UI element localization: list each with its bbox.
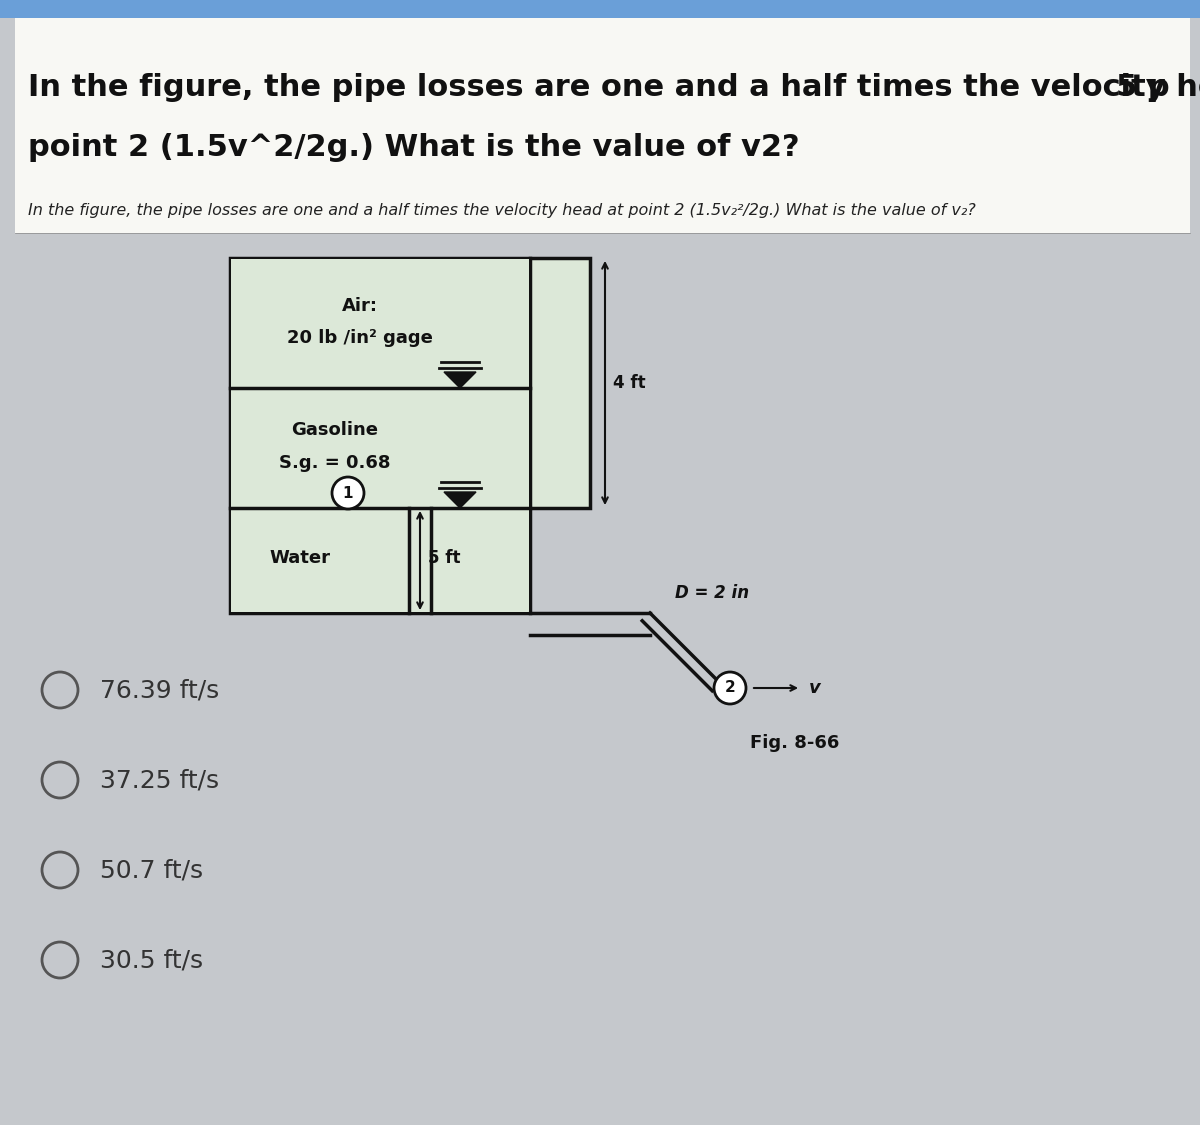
Text: Water: Water (270, 549, 330, 567)
Text: 5 ft: 5 ft (428, 549, 461, 567)
Text: Gasoline: Gasoline (292, 421, 378, 439)
Text: 2: 2 (725, 681, 736, 695)
Circle shape (714, 672, 746, 704)
FancyBboxPatch shape (530, 258, 590, 508)
Text: 20 lb /in² gage: 20 lb /in² gage (287, 328, 433, 346)
Text: 30.5 ft/s: 30.5 ft/s (100, 948, 203, 972)
Text: S.g. = 0.68: S.g. = 0.68 (280, 455, 391, 472)
Text: point 2 (1.5v^2/2g.) What is the value of v2?: point 2 (1.5v^2/2g.) What is the value o… (28, 134, 799, 162)
Text: 76.39 ft/s: 76.39 ft/s (100, 678, 220, 702)
Circle shape (42, 672, 78, 708)
FancyBboxPatch shape (0, 0, 1200, 18)
Circle shape (42, 942, 78, 978)
Text: In the figure, the pipe losses are one and a half times the velocity head at: In the figure, the pipe losses are one a… (28, 73, 1200, 102)
FancyBboxPatch shape (14, 18, 1190, 233)
Text: 1: 1 (343, 486, 353, 501)
Text: 4 ft: 4 ft (613, 374, 646, 391)
Text: v: v (809, 680, 821, 698)
Polygon shape (444, 372, 476, 388)
FancyBboxPatch shape (230, 258, 530, 613)
Circle shape (332, 477, 364, 508)
Text: Air:: Air: (342, 297, 378, 315)
Text: 5 p: 5 p (1116, 73, 1170, 102)
FancyBboxPatch shape (230, 259, 529, 388)
Text: 37.25 ft/s: 37.25 ft/s (100, 768, 220, 792)
FancyBboxPatch shape (230, 508, 529, 612)
Text: 50.7 ft/s: 50.7 ft/s (100, 858, 203, 882)
Text: Fig. 8-66: Fig. 8-66 (750, 734, 839, 752)
FancyBboxPatch shape (230, 388, 529, 508)
Text: D = 2 in: D = 2 in (674, 584, 749, 602)
Circle shape (42, 762, 78, 798)
Text: In the figure, the pipe losses are one and a half times the velocity head at poi: In the figure, the pipe losses are one a… (28, 202, 976, 217)
Polygon shape (444, 492, 476, 508)
Circle shape (42, 852, 78, 888)
